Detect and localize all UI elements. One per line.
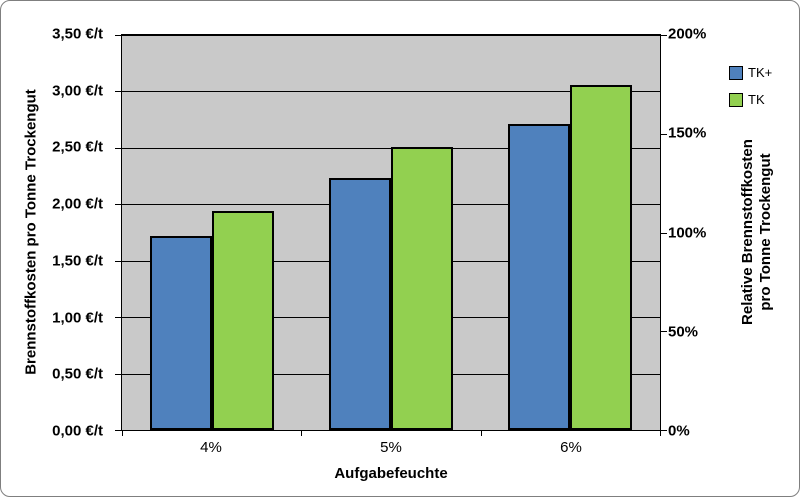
x-axis-tick-label: 6% bbox=[560, 439, 582, 456]
left-axis-tick-label: 2,50 €/t bbox=[52, 138, 103, 156]
bar-TK+-5% bbox=[328, 178, 391, 430]
left-axis-tick-mark bbox=[115, 204, 121, 206]
left-axis-tick-label: 3,00 €/t bbox=[52, 82, 103, 100]
right-axis-title-line-1: Relative Brennstoffkosten bbox=[739, 139, 756, 325]
left-axis-tick-label: 1,00 €/t bbox=[52, 309, 103, 327]
bar-group-4% bbox=[122, 35, 301, 430]
left-axis-tick-mark bbox=[115, 91, 121, 93]
right-axis-tick-mark bbox=[661, 232, 667, 234]
x-axis-tick-mark bbox=[480, 431, 482, 436]
right-axis-tick-label: 150% bbox=[668, 124, 707, 142]
x-axis-tick-label: 5% bbox=[380, 439, 402, 456]
right-axis-tick-label: 0% bbox=[668, 422, 690, 440]
right-axis-tick-label: 200% bbox=[668, 25, 707, 43]
left-axis-tick-label: 2,00 €/t bbox=[52, 195, 103, 213]
left-axis-tick-label: 0,00 €/t bbox=[52, 422, 103, 440]
right-axis-ticks: 200% 150% 100% 50% 0% bbox=[668, 26, 728, 440]
legend-label-tk-plus: TK+ bbox=[748, 65, 773, 80]
bar-group-5% bbox=[301, 35, 480, 430]
gridline bbox=[122, 91, 660, 93]
x-axis-tick-label: 4% bbox=[200, 439, 222, 456]
left-axis-tick-mark bbox=[115, 317, 121, 319]
legend-swatch-tk-plus bbox=[729, 65, 743, 80]
left-axis-tick-mark bbox=[115, 430, 121, 431]
left-axis-tick-label: 0,50 €/t bbox=[52, 365, 103, 383]
x-axis-tick-mark bbox=[301, 431, 303, 436]
left-axis-ticks: 3,50 €/t 3,00 €/t 2,50 €/t 2,00 €/t 1,50 €/t… bbox=[1, 26, 113, 440]
right-axis-tick-label: 50% bbox=[668, 323, 699, 341]
left-axis-tick-mark bbox=[115, 35, 121, 36]
bar-TK-4% bbox=[211, 211, 274, 430]
plot-area bbox=[115, 34, 667, 436]
right-axis-tick-mark bbox=[661, 430, 667, 431]
left-axis-tick-mark bbox=[115, 147, 121, 149]
x-axis-tick-mark bbox=[122, 431, 123, 436]
right-axis-title-line-2: pro Tonne Trockengut bbox=[757, 153, 774, 311]
bar-TK-6% bbox=[570, 84, 633, 430]
legend-item-tk-plus: TK+ bbox=[729, 65, 772, 80]
bar-TK+-6% bbox=[508, 124, 571, 430]
bar-group-6% bbox=[481, 35, 660, 430]
bar-TK-5% bbox=[390, 146, 453, 430]
legend: TK+ TK bbox=[729, 65, 772, 107]
left-axis-tick-mark bbox=[115, 260, 121, 262]
right-axis-tick-mark bbox=[661, 331, 667, 333]
left-axis-tick-label: 3,50 €/t bbox=[52, 25, 103, 43]
x-axis-ticks: 4% 5% 6% bbox=[121, 439, 661, 456]
x-axis-tick-mark bbox=[660, 431, 661, 436]
right-axis-tick-mark bbox=[661, 35, 667, 36]
left-axis-tick-mark bbox=[115, 373, 121, 375]
right-axis-tick-label: 100% bbox=[668, 224, 707, 241]
right-axis-title: Relative Brennstoffkosten pro Tonne Troc… bbox=[739, 139, 775, 325]
x-axis-title: Aufgabefeuchte bbox=[334, 465, 448, 482]
legend-label-tk: TK bbox=[748, 92, 765, 107]
legend-swatch-tk bbox=[729, 92, 743, 107]
right-axis-tick-mark bbox=[661, 133, 667, 135]
left-axis-tick-label: 1,50 €/t bbox=[52, 252, 103, 270]
gridline bbox=[122, 35, 660, 36]
bar-groups bbox=[122, 35, 660, 430]
bar-TK+-4% bbox=[149, 235, 212, 430]
legend-item-tk: TK bbox=[729, 92, 772, 107]
